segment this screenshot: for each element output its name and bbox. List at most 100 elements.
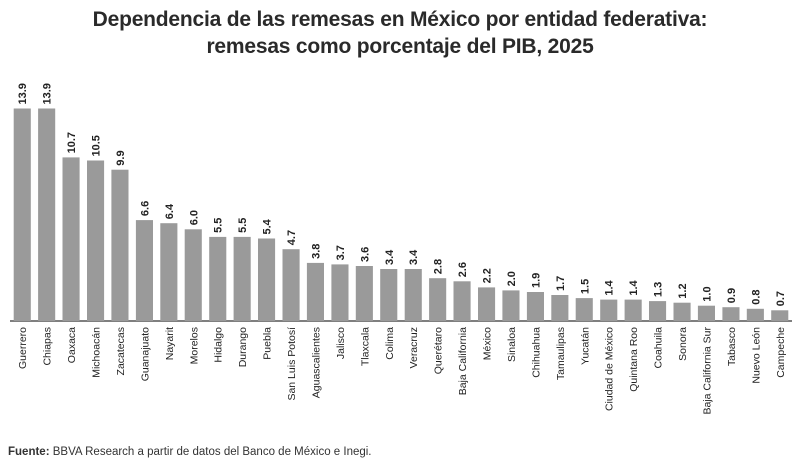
value-label-0: 13.9 [17,83,29,104]
value-label-30: 0.8 [750,290,762,305]
bar-6 [160,223,178,321]
category-label-14: Tlaxcala [359,327,371,366]
bar-15 [380,269,398,321]
category-label-21: Chihuahua [530,327,542,378]
value-label-7: 6.0 [188,210,200,225]
category-label-20: Sinaloa [506,327,518,362]
chart-subtitle: remesas como porcentaje del PIB, 2025 [206,35,594,58]
category-label-25: Quintana Roo [628,327,640,392]
value-label-23: 1.5 [579,279,591,294]
value-label-15: 3.4 [384,249,396,265]
bar-21 [526,292,544,321]
category-label-12: Aguascalientes [311,327,323,398]
value-label-16: 3.4 [408,249,420,265]
value-label-5: 6.6 [139,201,151,216]
value-label-13: 3.7 [335,245,347,260]
value-label-9: 5.5 [237,218,249,233]
bar-8 [209,236,227,321]
value-label-20: 2.0 [506,271,518,286]
category-label-24: Ciudad de México [604,327,616,411]
bar-24 [600,299,618,321]
value-label-14: 3.6 [359,247,371,262]
category-label-8: Hidalgo [213,327,225,363]
value-label-19: 2.2 [482,268,494,283]
category-label-10: Puebla [262,327,274,360]
value-label-12: 3.8 [311,244,323,259]
value-label-31: 0.7 [775,291,787,306]
value-label-29: 0.9 [726,288,738,303]
category-label-19: México [482,327,494,360]
category-label-2: Oaxaca [66,327,78,363]
category-label-13: Jalisco [335,327,347,359]
bar-13 [331,264,349,321]
bar-31 [771,310,789,321]
bar-7 [184,229,202,321]
bar-20 [502,290,520,321]
bar-26 [649,301,667,321]
value-label-10: 5.4 [262,218,274,234]
value-label-4: 9.9 [115,150,127,165]
bar-22 [551,295,569,321]
bar-2 [62,157,80,321]
chart-title: Dependencia de las remesas en México por… [92,8,708,31]
bar-28 [697,305,715,321]
bar-14 [355,266,373,321]
bar-10 [258,238,276,321]
bar-5 [135,220,153,321]
bar-4 [111,169,129,321]
category-label-27: Sonora [677,327,689,361]
value-label-21: 1.9 [530,273,542,288]
category-label-9: Durango [237,327,249,367]
bar-17 [429,278,447,321]
bar-18 [453,281,471,321]
value-label-28: 1.0 [702,286,714,301]
bar-25 [624,299,642,321]
category-label-5: Guanajuato [139,327,151,381]
value-label-1: 13.9 [42,83,54,104]
category-label-28: Baja California Sur [702,327,714,415]
category-label-15: Colima [384,327,396,360]
category-label-11: San Luis Potosí [286,327,298,401]
bar-27 [673,302,691,321]
category-label-1: Chiapas [42,327,54,366]
value-label-3: 10.5 [91,135,103,156]
category-label-31: Campeche [775,327,787,378]
category-label-26: Coahuila [653,327,665,369]
value-label-26: 1.3 [653,282,665,297]
category-label-23: Yucatán [579,327,591,365]
bar-29 [722,307,740,321]
category-label-22: Tamaulipas [555,327,567,380]
value-label-25: 1.4 [628,279,640,295]
bar-23 [575,298,593,321]
category-label-30: Nuevo León [750,327,762,384]
bar-1 [38,108,56,321]
source-text: BBVA Research a partir de datos del Banc… [49,446,372,458]
value-label-22: 1.7 [555,276,567,291]
bar-11 [282,249,300,321]
value-label-8: 5.5 [213,218,225,233]
category-label-16: Veracruz [408,327,420,368]
bar-16 [404,269,422,321]
category-label-17: Querétaro [433,327,445,374]
value-label-2: 10.7 [66,132,78,153]
category-label-3: Michoacán [91,327,103,378]
value-label-11: 4.7 [286,230,298,245]
value-label-6: 6.4 [164,203,176,219]
source-note: Fuente: BBVA Research a partir de datos … [8,446,372,458]
source-lead: Fuente: [8,446,50,458]
category-label-18: Baja California [457,327,469,395]
value-label-18: 2.6 [457,262,469,277]
bar-19 [478,287,496,321]
value-label-24: 1.4 [604,279,616,295]
chart-title-block: Dependencia de las remesas en México por… [0,6,800,60]
bar-30 [746,308,764,321]
category-label-0: Guerrero [17,327,29,369]
value-label-27: 1.2 [677,283,689,298]
bar-0 [13,108,31,321]
category-label-6: Nayarit [164,327,176,360]
bar-12 [306,262,324,321]
bar-9 [233,236,251,321]
bar-3 [87,160,105,321]
